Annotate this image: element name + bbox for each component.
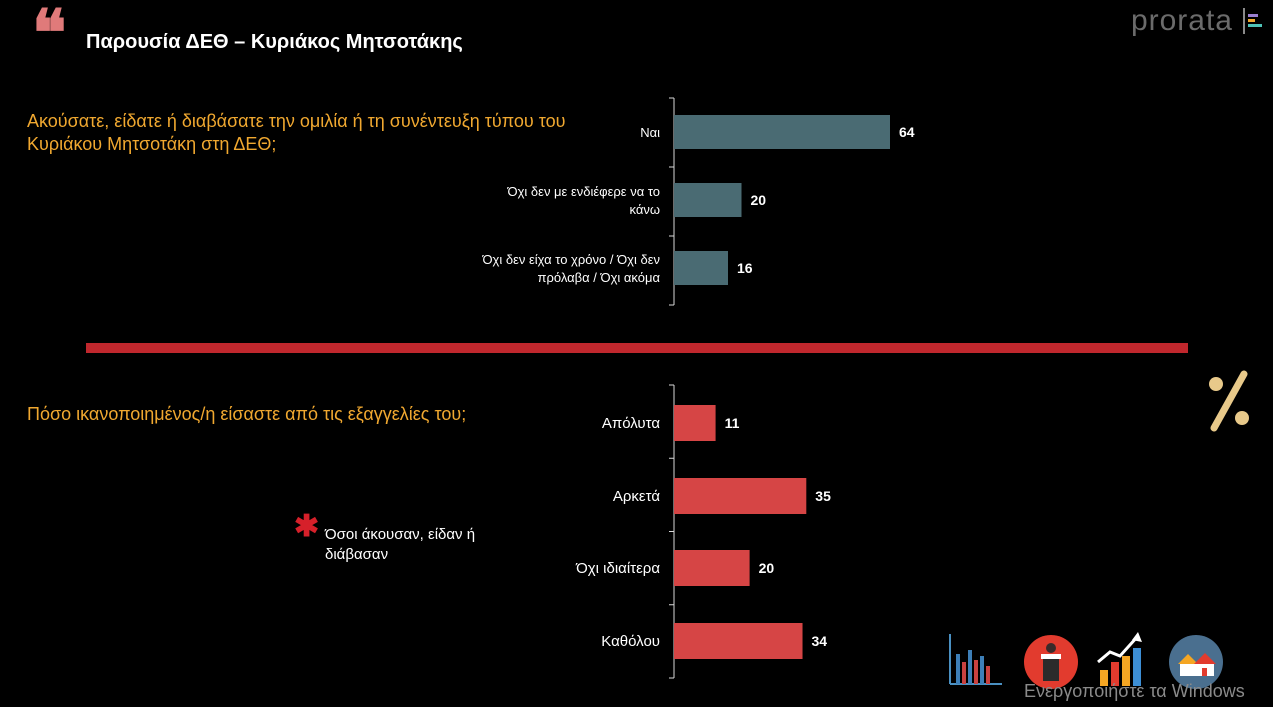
houses-icon [1169, 635, 1223, 689]
page-title: Παρουσία ΔΕΘ – Κυριάκος Μητσοτάκης [86, 31, 463, 53]
awareness-bar [674, 115, 890, 149]
rising-chart-icon [1097, 632, 1142, 686]
podium-speaker-icon [1024, 635, 1078, 689]
question-1: Ακούσατε, είδατε ή διαβάσατε την ομιλία … [27, 111, 566, 154]
base-note: Όσοι άκουσαν, είδαν ή διάβασαν [325, 526, 476, 563]
windows-activation-watermark: Ενεργοποιήστε τα Windows [1024, 681, 1245, 701]
satisfaction-category-label: Αρκετά [613, 488, 660, 505]
percent-icon [1209, 370, 1249, 432]
satisfaction-bar [674, 405, 716, 441]
awareness-value-label: 16 [737, 260, 753, 276]
satisfaction-bar [674, 623, 803, 659]
satisfaction-value-label: 20 [759, 560, 775, 576]
awareness-bar [674, 251, 728, 285]
prorata-logo: prorata [1130, 4, 1233, 37]
section-divider [86, 343, 1188, 353]
asterisk-icon: ✱ [294, 510, 320, 543]
satisfaction-category-label: Όχι ιδιαίτερα [575, 560, 660, 577]
awareness-bar [674, 183, 742, 217]
satisfaction-value-label: 35 [815, 488, 831, 504]
satisfaction-category-label: Απόλυτα [602, 415, 660, 432]
satisfaction-value-label: 11 [725, 415, 740, 431]
awareness-value-label: 20 [751, 192, 767, 208]
satisfaction-bar [674, 550, 750, 586]
satisfaction-chart-group: 11 Απόλυτα 35 Αρκετά 20 Όχι ιδιαίτερα 34 Καθόλο… [575, 384, 831, 679]
question-2: Πόσο ικανοποιημένος/η είσαστε από τις εξ… [27, 404, 467, 424]
awareness-value-label: 64 [899, 124, 915, 140]
quote-mark-icon: ❝ [32, 0, 67, 71]
satisfaction-category-label: Καθόλου [601, 633, 660, 650]
satisfaction-value-label: 34 [812, 633, 828, 649]
awareness-category-label: Ναι [640, 125, 660, 140]
awareness-category-label: Όχι δεν με ενδιέφερε να το κάνω [507, 184, 660, 217]
satisfaction-bar [674, 478, 807, 514]
prorata-logo-mark-icon [1243, 8, 1262, 34]
awareness-category-label: Όχι δεν είχα το χρόνο / Όχι δεν πρόλαβα /… [481, 252, 660, 285]
awareness-chart-group: 64 Ναι 20 Όχι δεν με ενδιέφερε να το κάνω 16 Ό… [481, 97, 915, 306]
bar-chart-icon [949, 634, 1002, 685]
